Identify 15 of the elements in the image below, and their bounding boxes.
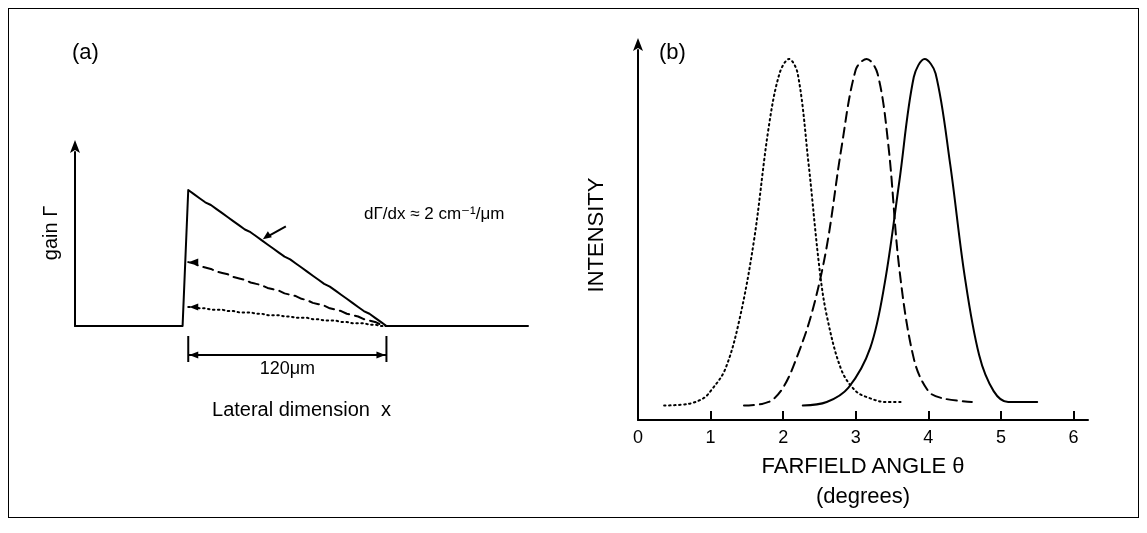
x-tick-label: 5: [995, 427, 1006, 447]
annotation: dΓ/dx ≈ 2 cm⁻¹/μm: [364, 204, 505, 223]
x-tick-label: 2: [778, 427, 789, 447]
x-tick-label: 4: [923, 427, 934, 447]
x-tick-label: 6: [1068, 427, 1079, 447]
x-axis-title: Lateral dimension x: [212, 398, 391, 420]
x-tick-label: 0: [632, 427, 644, 447]
x-tick-label: 1: [705, 427, 716, 447]
x-axis-title: FARFIELD ANGLE θ (degrees): [761, 453, 965, 509]
x-tick-label: 3: [850, 427, 861, 447]
chart-title: (a): [72, 38, 99, 64]
text: 120μm: [259, 358, 316, 378]
y-axis-title: gain Γ: [39, 205, 61, 261]
y-axis-title: INTENSITY: [582, 177, 608, 293]
chart-title: (b): [659, 38, 686, 64]
